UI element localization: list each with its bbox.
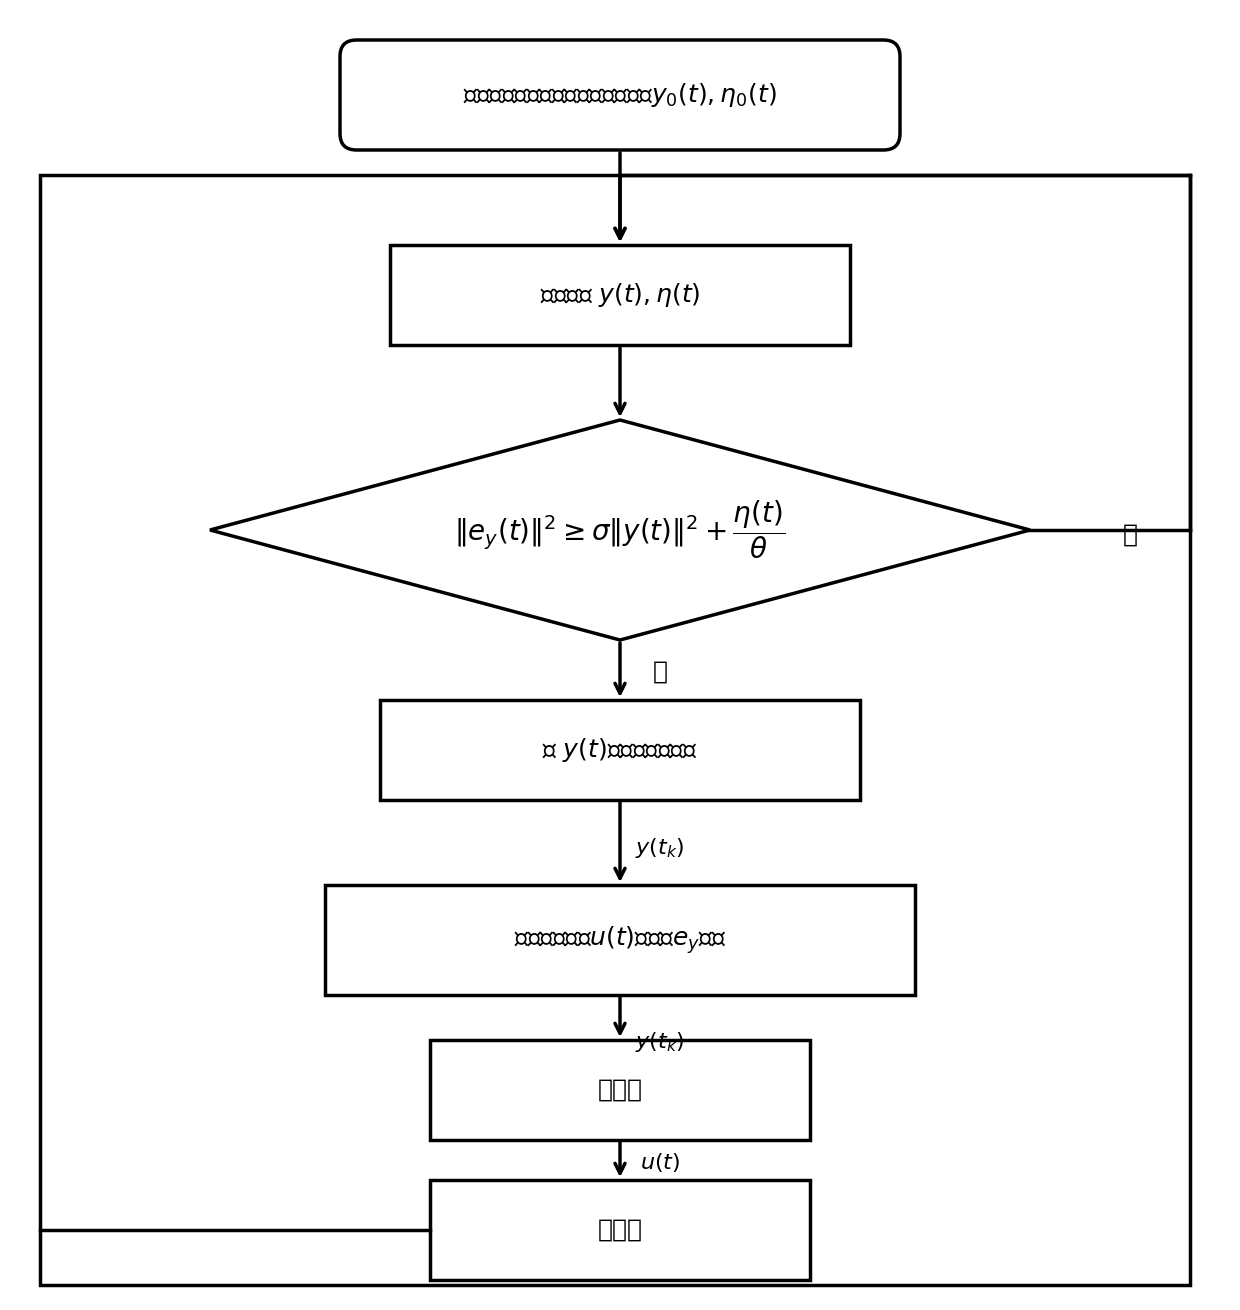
Text: 节点初始化，采集初始数据，记为$y_0(t),\eta_0(t)$: 节点初始化，采集初始数据，记为$y_0(t),\eta_0(t)$ [464, 81, 776, 109]
Text: $y(t_k)$: $y(t_k)$ [635, 836, 684, 859]
Text: 假: 假 [1122, 523, 1137, 548]
Bar [379, 700, 861, 800]
Bar [325, 886, 915, 996]
Text: $\|e_y(t)\|^2\geq\sigma\|y(t)\|^2+\dfrac{\eta(t)}{\theta}$: $\|e_y(t)\|^2\geq\sigma\|y(t)\|^2+\dfrac… [455, 499, 785, 562]
Text: 数据采样 $y(t),\eta(t)$: 数据采样 $y(t),\eta(t)$ [539, 282, 701, 309]
FancyBboxPatch shape [340, 41, 900, 151]
Text: 更新控制输入$u(t)$，误差$e_y$置零: 更新控制输入$u(t)$，误差$e_y$置零 [513, 924, 727, 956]
Text: 执行器: 执行器 [598, 1218, 642, 1242]
Text: 对 $y(t)$进行非均匀采样: 对 $y(t)$进行非均匀采样 [542, 736, 698, 764]
Text: 真: 真 [652, 660, 667, 684]
Bar [391, 245, 849, 345]
Text: $u(t)$: $u(t)$ [640, 1150, 680, 1174]
Text: $y(t_k)$: $y(t_k)$ [635, 1030, 684, 1055]
Text: 控制器: 控制器 [598, 1078, 642, 1102]
Bar [40, 176, 1190, 1285]
Bar [430, 1040, 810, 1140]
Polygon shape [210, 421, 1030, 641]
Bar [430, 1180, 810, 1280]
